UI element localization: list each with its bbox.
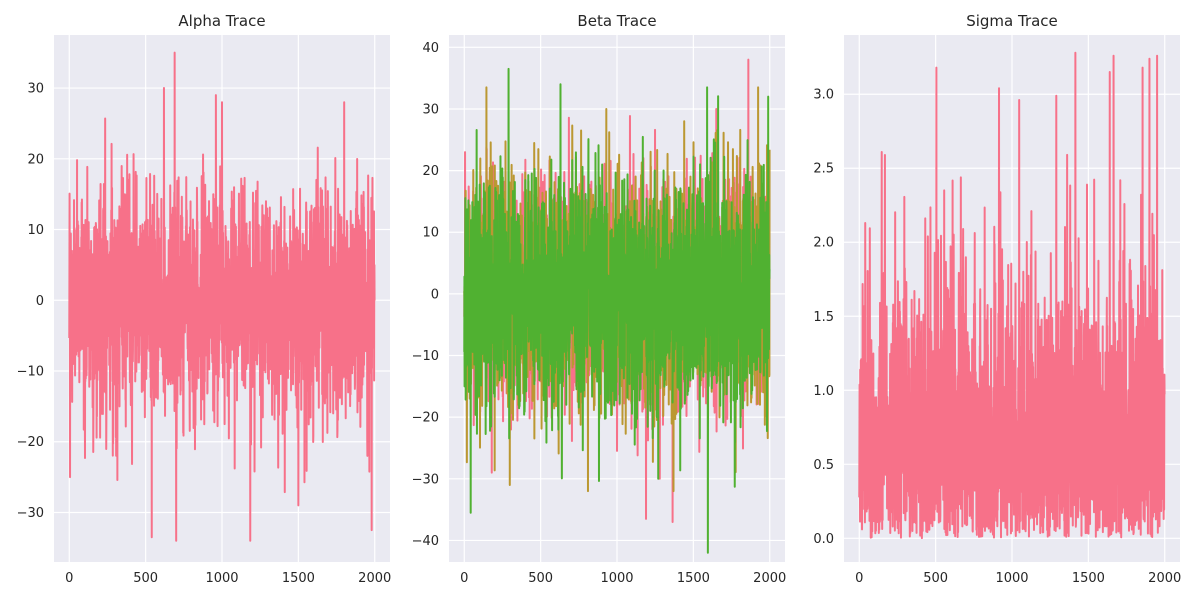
y-tick-label: 1.5 [813,310,834,325]
y-tick-label: 30 [27,82,44,97]
alpha-trace-title: Alpha Trace [178,12,265,30]
x-tick-label: 1500 [677,571,710,586]
y-tick-label: 30 [422,102,439,117]
y-tick-label: −30 [412,472,439,487]
y-tick-label: 0 [431,287,439,302]
y-tick-label: 3.0 [813,88,834,103]
x-tick-label: 1500 [1072,571,1105,586]
x-tick-label: 0 [65,571,73,586]
sigma-trace-title: Sigma Trace [966,12,1058,30]
y-tick-label: 1.0 [813,384,834,399]
y-tick-label: 20 [27,152,44,167]
y-tick-label: 10 [422,226,439,241]
x-tick-label: 1000 [995,571,1028,586]
x-tick-label: 0 [855,571,863,586]
beta-trace-panel: Beta Trace 0 500 1000 1500 2000 −40 −30 −20 −10 0… [412,12,787,586]
alpha-trace-panel: Alpha Trace 0 500 1000 1500 2000 −30 −20 −10 0 10… [17,12,392,586]
beta-trace-line-2 [463,67,771,554]
beta-trace-title: Beta Trace [577,12,656,30]
y-tick-label: −10 [412,349,439,364]
y-tick-label: −10 [17,365,44,380]
x-tick-label: 2000 [1148,571,1181,586]
y-tick-label: −20 [412,411,439,426]
y-tick-label: −20 [17,435,44,450]
x-tick-label: 1000 [600,571,633,586]
x-tick-label: 1500 [282,571,315,586]
x-tick-label: 2000 [753,571,786,586]
y-tick-label: 0.0 [813,532,834,547]
y-tick-label: −40 [412,534,439,549]
x-tick-label: 500 [528,571,553,586]
y-tick-label: 0.5 [813,458,834,473]
y-tick-label: 20 [422,164,439,179]
x-tick-label: 500 [923,571,948,586]
y-tick-label: −30 [17,506,44,521]
sigma-trace-line-0 [858,51,1166,540]
y-tick-label: 0 [36,294,44,309]
y-tick-label: 2.5 [813,162,834,177]
y-tick-label: 10 [27,223,44,238]
sigma-trace-panel: Sigma Trace 0 500 1000 1500 2000 0.0 0.5 1.0 1.5… [813,12,1181,586]
y-tick-label: 40 [422,41,439,56]
x-tick-label: 1000 [205,571,238,586]
x-tick-label: 500 [133,571,158,586]
x-tick-label: 0 [460,571,468,586]
alpha-trace-line-0 [68,51,376,542]
x-tick-label: 2000 [358,571,391,586]
y-tick-label: 2.0 [813,236,834,251]
